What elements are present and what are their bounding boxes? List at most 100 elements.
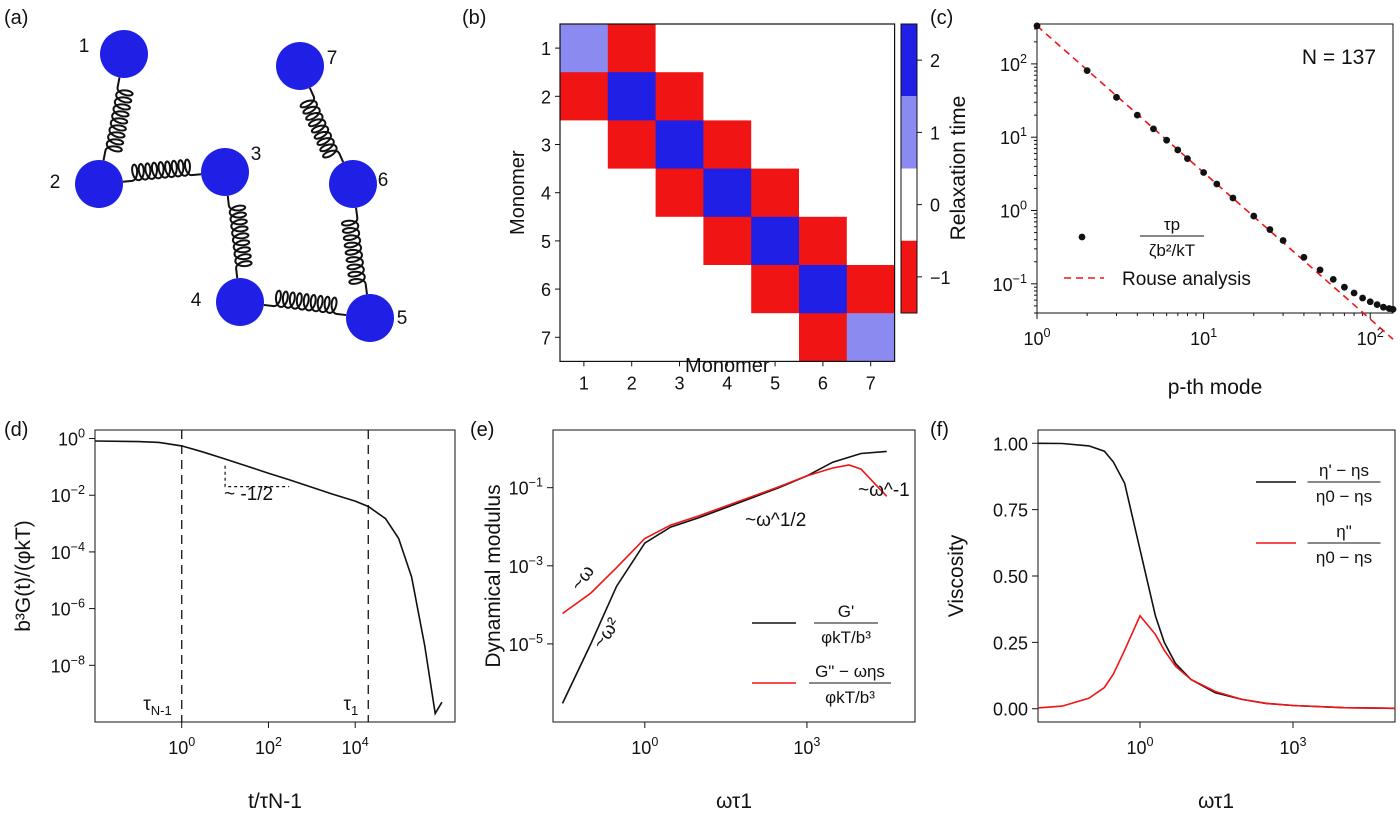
legend-g-double-prime-denominator: φkT/b³	[825, 688, 875, 707]
legend-g-double-prime-numerator: G" − ωηs	[815, 662, 885, 681]
legend-tau-p-denominator: ζb²/kT	[1149, 241, 1195, 260]
heatmap-cell	[655, 265, 704, 314]
x-tick-label: 103	[793, 735, 820, 758]
colorbar-tick-label: 0	[930, 196, 940, 216]
heatmap-cell	[703, 216, 752, 266]
heatmap-cell	[655, 313, 704, 362]
colorbar-band	[901, 168, 917, 241]
heatmap-cell	[703, 72, 752, 121]
y-axis-label: b³G(t)/(φkT)	[12, 520, 35, 632]
bead-1	[100, 30, 148, 78]
relaxation-point	[1184, 155, 1191, 163]
y-tick-label: 102	[1000, 52, 1027, 75]
bead-6	[329, 160, 377, 208]
y-tick-label: 100	[1000, 199, 1027, 222]
y-tick-label: 101	[1000, 125, 1027, 148]
bead-7	[276, 42, 324, 90]
x-tick-label: 100	[631, 735, 658, 758]
slope-triangle	[224, 465, 290, 488]
x-tick-label: 100	[1023, 326, 1050, 349]
x-tick-label: 7	[866, 373, 876, 393]
colorbar-tick-label: 2	[930, 51, 940, 71]
colorbar-tick-label: 1	[930, 123, 940, 143]
spring-6-7	[299, 87, 345, 163]
heatmap-cell	[846, 120, 895, 169]
relaxation-point	[1300, 253, 1308, 261]
plot-frame	[94, 429, 456, 723]
bead-2	[75, 160, 123, 208]
bead-label-5: 5	[397, 308, 408, 329]
y-tick-label: 0.75	[993, 501, 1028, 521]
heatmap-cell	[703, 168, 752, 218]
relaxation-point	[1359, 294, 1366, 302]
heatmap-cell	[607, 216, 656, 266]
heatmap-cell	[560, 24, 609, 73]
panel-label-f: (f)	[930, 419, 949, 441]
relaxation-point	[1389, 305, 1397, 313]
legend-eta-double-prime-denominator: η0 − ηs	[1316, 548, 1372, 567]
bead-label-6: 6	[378, 170, 389, 191]
heatmap-cell	[655, 24, 704, 73]
y-tick-label: 5	[541, 232, 551, 252]
relaxation-point	[1279, 237, 1287, 244]
relaxation-point	[1350, 289, 1358, 297]
bead-4	[216, 278, 264, 326]
y-tick-label: 10−1	[509, 476, 543, 499]
heatmap-cell	[846, 72, 895, 121]
heatmap-cell	[560, 168, 609, 218]
y-axis-label: Monomer	[507, 150, 529, 235]
colorbar-band	[901, 24, 917, 97]
x-axis-label: ωτ1	[1198, 790, 1234, 813]
panel-label-d: (d)	[4, 419, 28, 441]
heatmap-cell	[751, 313, 800, 362]
heatmap-cell	[607, 265, 656, 314]
bead-spring-diagram: 1 2 3 4 5 6 7	[50, 30, 408, 342]
heatmap-cell	[846, 24, 895, 73]
relaxation-point	[1366, 298, 1374, 306]
heatmap-cell	[607, 168, 656, 218]
bead-5	[346, 294, 394, 342]
heatmap-cell	[607, 120, 656, 169]
heatmap-cell	[751, 120, 800, 169]
spring-4-5	[263, 289, 347, 317]
relaxation-point	[1380, 303, 1387, 311]
panel-label-e: (e)	[470, 419, 494, 441]
legend-label-rouse: Rouse analysis	[1122, 269, 1251, 290]
y-tick-label: 10−2	[51, 483, 85, 506]
x-tick-label: 103	[1279, 735, 1306, 758]
vline-label-1: τN-1	[143, 694, 171, 718]
heatmap-cell	[846, 265, 895, 314]
bead-label-1: 1	[79, 36, 90, 57]
heatmap-cell	[655, 120, 704, 169]
heatmap-cell	[751, 72, 800, 121]
y-tick-label: 10−6	[51, 597, 85, 620]
heatmap-cell	[799, 72, 848, 121]
dynamical-modulus-panel: 100 10310−110−310−5~ω~ω²~ω^1/2~ω^-1G'φkT/…	[482, 429, 916, 813]
y-tick-label: 0.25	[993, 633, 1028, 653]
heatmap-cell	[846, 216, 895, 266]
vline-label-2: τ1	[344, 694, 359, 718]
y-tick-label: 0.00	[993, 700, 1028, 720]
y-axis-label: Relaxation time	[947, 96, 970, 241]
stress-relaxation-panel: 100 102 104 100 10−2 10−4 10−6 10−8 τN-1 τ1 ~ -1/2…	[12, 427, 456, 813]
panel-label-b: (b)	[462, 7, 486, 29]
annotation-omega-squared: ~ω²	[589, 614, 625, 652]
relaxation-point	[1133, 111, 1141, 119]
heatmap-cell	[751, 265, 800, 314]
x-tick-label: 100	[168, 735, 195, 758]
x-axis-label: Monomer	[685, 355, 770, 377]
heatmap-cell	[560, 120, 609, 169]
y-tick-label: 4	[541, 184, 551, 204]
colorbar-band	[901, 240, 917, 313]
heatmap-cell	[560, 216, 609, 266]
legend-g-prime-denominator: φkT/b³	[821, 628, 871, 647]
y-axis-label: Viscosity	[945, 534, 968, 617]
legend-marker-points	[1078, 233, 1086, 241]
heatmap-cell	[751, 168, 800, 218]
x-tick-label: 4	[722, 373, 732, 393]
bead-label-2: 2	[50, 172, 61, 193]
colorbar-band	[901, 96, 917, 169]
y-tick-label: 100	[58, 427, 85, 450]
bead-label-4: 4	[191, 290, 202, 311]
heatmap-cell	[703, 313, 752, 362]
